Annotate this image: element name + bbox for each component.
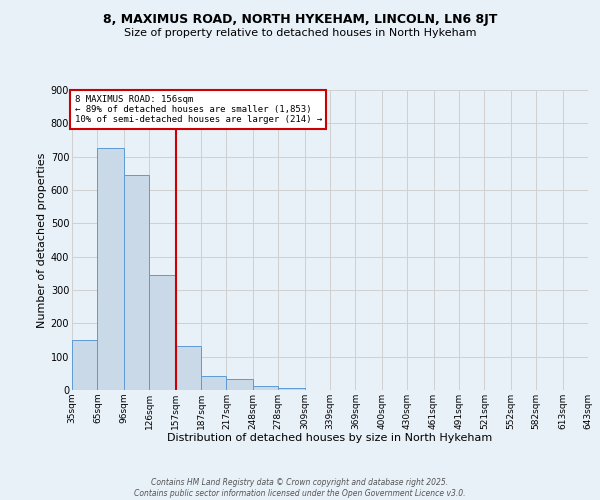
Bar (201, 376, 226, 390)
Text: Contains HM Land Registry data © Crown copyright and database right 2025.
Contai: Contains HM Land Registry data © Crown c… (134, 478, 466, 498)
Text: 8 MAXIMUS ROAD: 156sqm
← 89% of detached houses are smaller (1,853)
10% of semi-: 8 MAXIMUS ROAD: 156sqm ← 89% of detached… (74, 94, 322, 124)
Bar (253, 386, 278, 390)
Bar (176, 346, 201, 390)
Bar (72, 340, 97, 390)
Text: 8, MAXIMUS ROAD, NORTH HYKEHAM, LINCOLN, LN6 8JT: 8, MAXIMUS ROAD, NORTH HYKEHAM, LINCOLN,… (103, 12, 497, 26)
X-axis label: Distribution of detached houses by size in North Hykeham: Distribution of detached houses by size … (167, 434, 493, 444)
Bar (149, 275, 176, 390)
Bar (226, 380, 253, 390)
Bar (97, 148, 124, 390)
Y-axis label: Number of detached properties: Number of detached properties (37, 152, 47, 328)
Text: Size of property relative to detached houses in North Hykeham: Size of property relative to detached ho… (124, 28, 476, 38)
Bar (124, 175, 149, 390)
Bar (278, 388, 305, 390)
